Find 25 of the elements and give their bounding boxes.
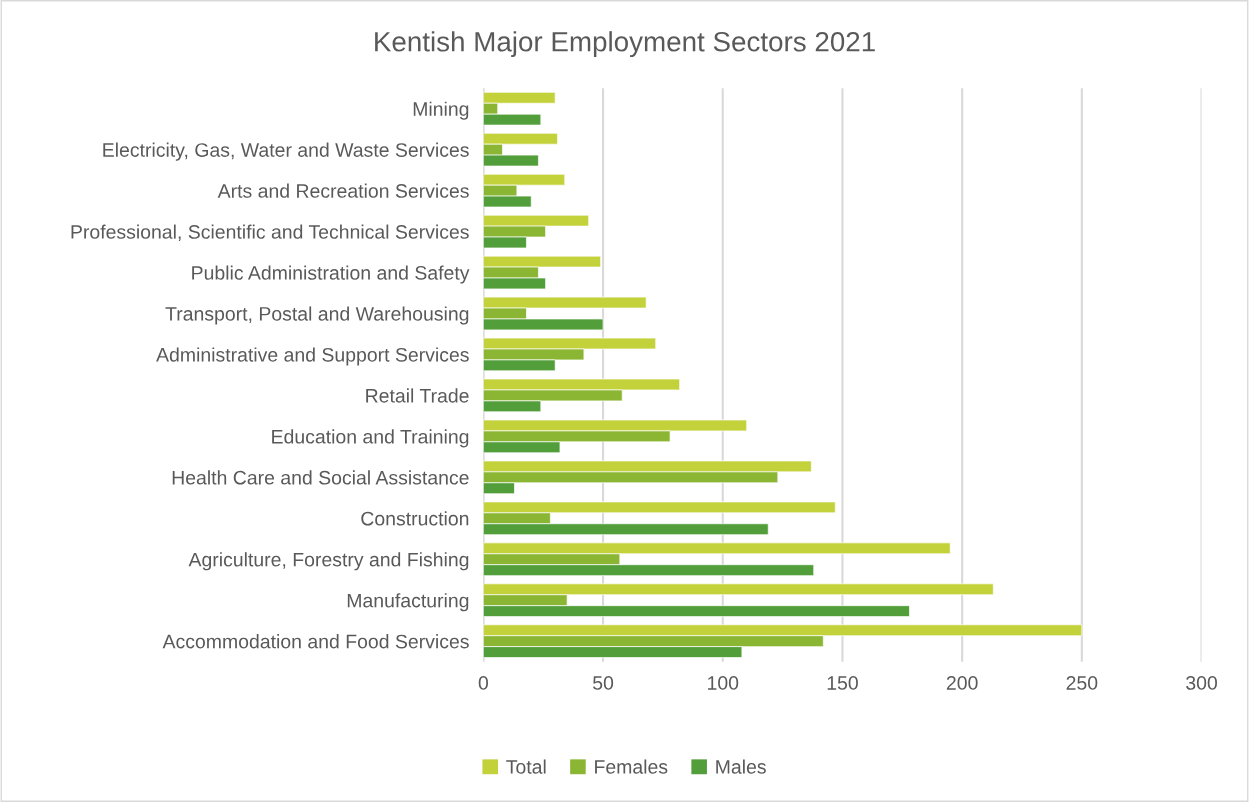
y-tick-label: Arts and Recreation Services [217, 183, 469, 198]
legend-label: Total [506, 759, 546, 774]
x-tick-label: 0 [478, 676, 489, 690]
y-tick-label: Electricity, Gas, Water and Waste Services [103, 142, 469, 161]
x-tick-label: 100 [708, 676, 739, 690]
x-tick-label: 250 [1066, 676, 1098, 690]
legend-label: Males [716, 759, 766, 774]
y-tick-label: Mining [413, 101, 469, 120]
y-tick-label: Accommodation and Food Services [162, 634, 469, 649]
y-tick-label: Transport, Postal and Warehousing [165, 306, 469, 325]
y-tick-label: Professional, Scientific and Technical Services [71, 224, 469, 242]
y-tick-label: Construction [361, 511, 469, 526]
x-tick-label: 150 [827, 676, 858, 690]
legend-label: Females [595, 759, 668, 774]
x-tick-label: 300 [1186, 676, 1217, 690]
y-tick-label: Retail Trade [366, 388, 469, 403]
y-tick-label: Health Care and Social Assistance [172, 470, 469, 485]
y-tick-label: Education and Training [272, 429, 469, 448]
y-tick-label: Public Administration and Safety [192, 265, 470, 284]
y-tick-label: Manufacturing [347, 593, 469, 612]
chart-title: Kentish Major Employment Sectors 2021 [375, 31, 875, 58]
y-tick-label: Administrative and Support Services [156, 347, 469, 366]
x-tick-label: 50 [593, 676, 614, 690]
x-tick-label: 200 [946, 676, 978, 690]
y-tick-label: Agriculture, Forestry and Fishing [188, 552, 469, 571]
